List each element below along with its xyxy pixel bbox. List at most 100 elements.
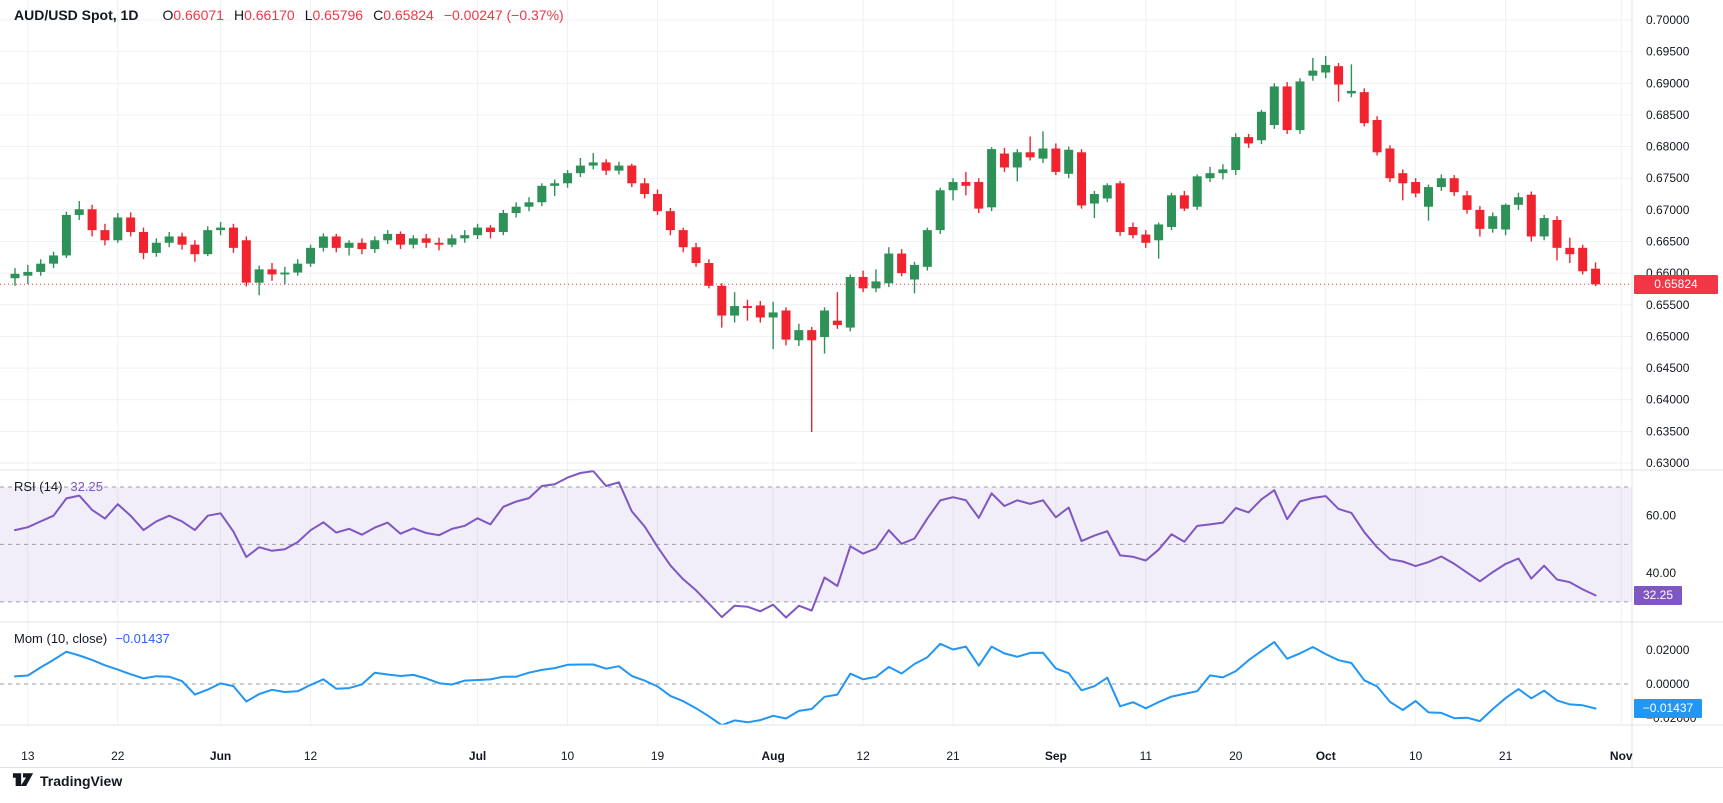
candle[interactable] [974,178,984,214]
candle[interactable] [1051,143,1061,176]
candle[interactable] [190,240,200,262]
candle[interactable] [74,201,84,220]
candle[interactable] [640,178,650,199]
candle[interactable] [871,269,881,293]
candle[interactable] [653,189,662,215]
candle[interactable] [331,233,341,253]
candle[interactable] [1411,178,1421,198]
candle[interactable] [1424,184,1433,221]
candle[interactable] [1205,166,1215,183]
candle[interactable] [755,301,765,323]
candle[interactable] [1488,212,1498,233]
candle[interactable] [151,238,161,257]
candle[interactable] [858,270,868,293]
candle[interactable] [1501,203,1511,236]
candle[interactable] [1372,116,1382,156]
candle[interactable] [807,326,817,433]
candle[interactable] [1282,82,1292,134]
candle[interactable] [665,207,675,236]
candle[interactable] [627,163,637,188]
candle[interactable] [1038,131,1048,164]
candle[interactable] [1179,190,1189,212]
candle[interactable] [999,147,1009,172]
candle[interactable] [113,213,123,243]
candle[interactable] [1449,175,1459,196]
candle[interactable] [704,259,714,289]
candle[interactable] [1231,133,1241,176]
candle[interactable] [884,247,894,288]
chart-canvas[interactable]: 0.70000 0.69500 0.69000 0.68500 0.68000 0.675… [0,0,1723,768]
candle[interactable] [575,157,585,177]
candle[interactable] [1102,183,1112,203]
candlestick-series[interactable] [10,56,1601,433]
candle[interactable] [447,234,457,248]
candle[interactable] [768,301,778,350]
candle[interactable] [241,236,251,287]
candle[interactable] [1552,216,1562,261]
candle[interactable] [344,240,354,256]
candle[interactable] [1077,149,1087,209]
candle[interactable] [23,264,33,284]
candle[interactable] [1154,222,1164,259]
candle[interactable] [845,274,855,332]
tradingview-brand-text[interactable]: TradingView [40,773,123,789]
candle[interactable] [717,283,727,328]
candle[interactable] [563,170,573,188]
candle[interactable] [473,223,483,239]
candle[interactable] [1128,222,1138,239]
candle[interactable] [177,232,187,250]
candle[interactable] [832,292,842,329]
candle[interactable] [588,152,598,170]
candle[interactable] [948,178,958,201]
candle[interactable] [1475,206,1485,237]
candle[interactable] [434,237,444,251]
candle[interactable] [1436,174,1446,191]
candle[interactable] [524,197,534,212]
rsi-line[interactable] [14,470,1597,619]
candle[interactable] [1398,169,1408,201]
candle[interactable] [550,179,560,196]
candle[interactable] [1526,191,1536,242]
candle[interactable] [498,209,508,236]
candle[interactable] [10,268,20,286]
candle[interactable] [1089,190,1099,219]
candle[interactable] [228,223,238,253]
candle[interactable] [383,230,393,245]
candle[interactable] [1141,230,1151,248]
candle[interactable] [961,171,971,196]
candle[interactable] [267,263,277,281]
candle[interactable] [318,233,328,252]
candle[interactable] [1321,56,1331,79]
candle[interactable] [485,225,495,239]
candle[interactable] [1346,64,1356,98]
candle[interactable] [421,233,431,248]
candle[interactable] [614,161,624,175]
candle[interactable] [203,226,213,257]
candle[interactable] [1359,88,1369,127]
candle[interactable] [1256,109,1266,145]
candle[interactable] [1269,83,1279,129]
candle[interactable] [1295,78,1305,134]
candle[interactable] [537,183,547,207]
candle[interactable] [1334,63,1344,102]
candle[interactable] [100,223,110,246]
candle[interactable] [1513,192,1523,210]
candle[interactable] [1539,214,1549,241]
candle[interactable] [678,227,688,253]
candle[interactable] [935,187,945,234]
candle[interactable] [730,292,740,323]
candle[interactable] [460,230,470,243]
candle[interactable] [511,202,521,218]
candle[interactable] [370,236,380,253]
candle[interactable] [1064,146,1074,179]
candle[interactable] [1385,145,1395,183]
candle[interactable] [1308,57,1318,81]
candle[interactable] [1591,262,1601,287]
candle[interactable] [1578,244,1588,275]
candle[interactable] [1244,133,1254,148]
candle[interactable] [126,212,136,237]
candle[interactable] [36,259,46,276]
candle[interactable] [1218,164,1228,180]
candle[interactable] [691,242,701,267]
candle[interactable] [61,211,71,258]
